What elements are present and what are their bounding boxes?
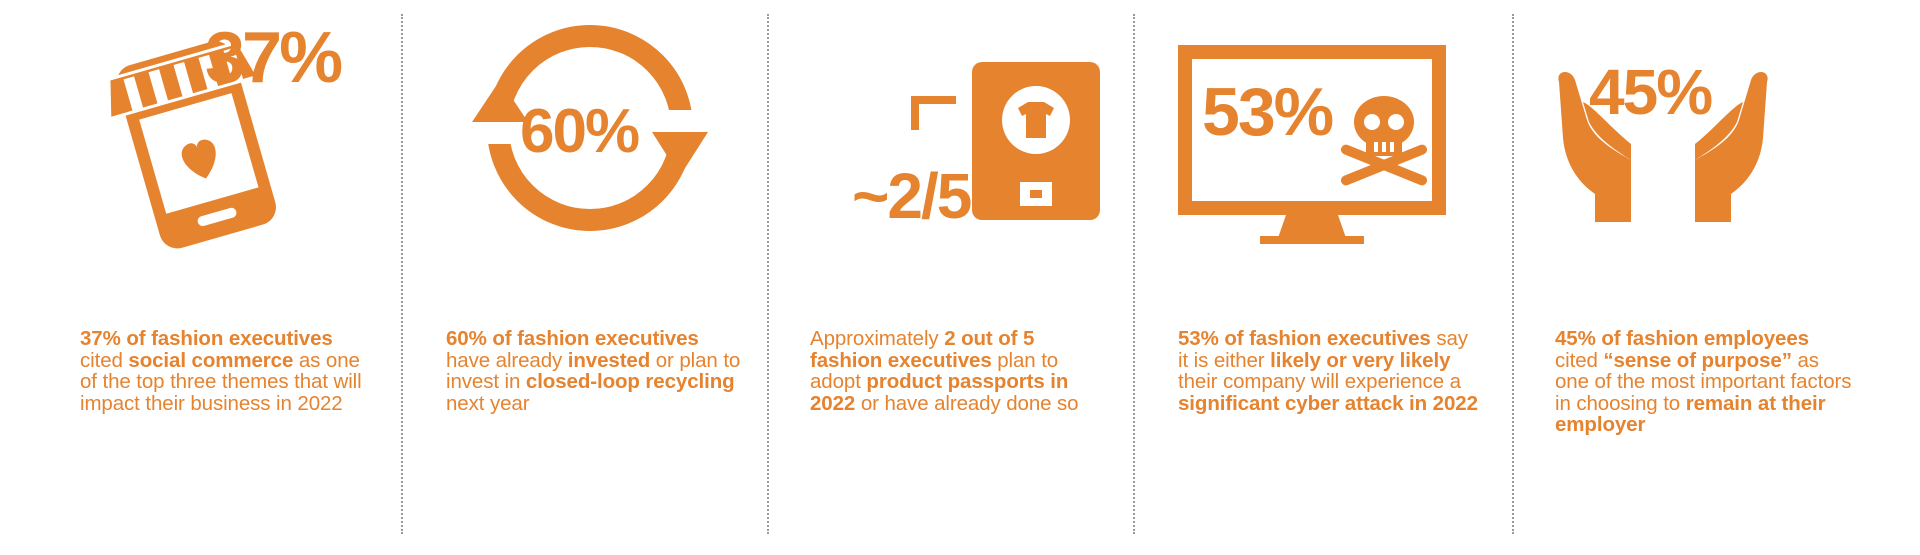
caption-run: significant cyber attack in 2022 bbox=[1178, 391, 1478, 415]
stat-big-value: 53% bbox=[1202, 74, 1333, 150]
caption-run: 53% of fashion executives bbox=[1178, 327, 1431, 350]
open-hands-icon: 45% bbox=[1553, 10, 1793, 235]
divider bbox=[1133, 14, 1135, 534]
caption-run: 37% of fashion executives bbox=[80, 327, 333, 350]
caption-run: have already bbox=[446, 348, 568, 372]
circular-arrows-icon: 60% bbox=[462, 10, 722, 235]
caption-run: 60% of fashion executives bbox=[446, 327, 699, 350]
stat-big-value: ~2/5 bbox=[852, 160, 971, 232]
divider bbox=[401, 14, 403, 534]
caption-run: cited bbox=[80, 348, 129, 372]
stat-caption: Approximately 2 out of 5 fashion executi… bbox=[810, 328, 1110, 414]
caption-run: or plan to invest in bbox=[446, 348, 741, 393]
caption-run: “sense of purpose” bbox=[1603, 348, 1792, 372]
phone-with-tshirt-icon: ~2/5 bbox=[810, 10, 1110, 235]
stat-panel-sense-of-purpose: 45% 45% of fashion employees cited “sens… bbox=[1513, 0, 1920, 555]
shop-on-smartphone-icon: 37% bbox=[95, 10, 345, 249]
caption-run: closed-loop recycling bbox=[525, 370, 735, 393]
stat-big-value: 60% bbox=[520, 97, 639, 166]
caption-run: 45% of fashion employees bbox=[1555, 327, 1809, 350]
caption-run: likely or very likely bbox=[1270, 348, 1451, 372]
divider bbox=[767, 14, 769, 534]
caption-run: remain at their employer bbox=[1555, 391, 1826, 436]
stat-caption: 37% of fashion executives cited social c… bbox=[80, 328, 380, 414]
monitor-skull-icon: 53% bbox=[1178, 10, 1468, 245]
stat-caption: 53% of fashion executives say it is eith… bbox=[1178, 328, 1478, 414]
caption-run: as one of the top three themes that will… bbox=[80, 348, 362, 415]
caption-run: cited bbox=[1555, 348, 1604, 372]
stat-panel-product-passports: ~2/5 Approximately 2 out of 5 fashion ex… bbox=[768, 0, 1133, 555]
caption-run: product passports in 2022 bbox=[810, 370, 1069, 415]
caption-run: their company will experience a bbox=[1178, 370, 1461, 393]
stat-panel-social-commerce: 37% 37% of fashion executives cited soci… bbox=[0, 0, 400, 555]
caption-run: or have already done so bbox=[855, 391, 1079, 415]
caption-run: next year bbox=[446, 391, 530, 415]
stat-caption: 45% of fashion employees cited “sense of… bbox=[1555, 328, 1855, 436]
caption-run: plan to adopt bbox=[810, 348, 1059, 393]
stat-big-value: 37% bbox=[205, 18, 342, 98]
divider bbox=[1512, 14, 1514, 534]
caption-run: Approximately bbox=[810, 327, 945, 350]
stat-big-value: 45% bbox=[1589, 56, 1712, 128]
stat-panel-closed-loop-recycling: 60% 60% of fashion executives have alrea… bbox=[402, 0, 767, 555]
caption-run: say it is either bbox=[1178, 327, 1468, 372]
caption-run: 2 out of 5 fashion executives bbox=[810, 327, 1035, 372]
caption-run: social commerce bbox=[128, 348, 294, 372]
caption-run: as one of the most important factors in … bbox=[1555, 348, 1852, 415]
caption-run: invested bbox=[567, 348, 651, 372]
stat-panel-cyber-attack: 53% 53% of fashion executives say it is bbox=[1134, 0, 1512, 555]
stat-caption: 60% of fashion executives have already i… bbox=[446, 328, 746, 414]
